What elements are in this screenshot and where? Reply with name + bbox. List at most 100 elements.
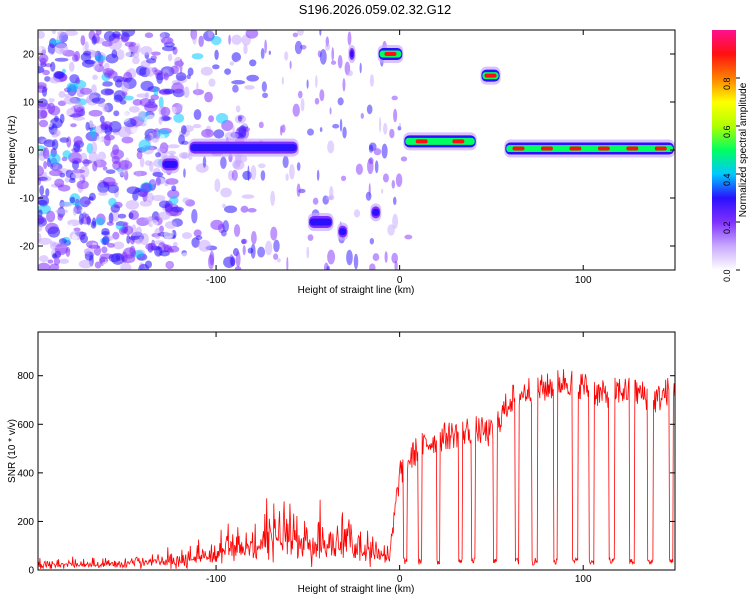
noise-blob [135,170,142,178]
noise-blob [257,246,266,258]
noise-blob [151,219,159,227]
noise-blob [97,181,110,194]
noise-blob [404,234,413,240]
noise-blob [250,243,256,259]
snr-axes: -100 0 100 0 200 400 600 800 [17,332,675,585]
noise-blob [72,206,77,216]
noise-blob [74,202,82,207]
noise-blob [129,245,136,257]
noise-blob [212,64,220,70]
noise-blob [139,157,145,168]
noise-blob [207,254,215,270]
noise-blob [54,43,69,55]
noise-blob [73,227,81,232]
noise-blob [123,48,132,58]
noise-blob [117,126,132,138]
noise-blob [158,96,164,109]
noise-blob [55,208,69,214]
y-tick-label: 20 [23,50,35,61]
noise-blob [71,233,78,244]
noise-blob [284,51,289,61]
y-tick-label: 400 [17,468,34,479]
noise-blob [39,255,49,263]
noise-blob [167,53,173,62]
noise-blob [111,252,125,265]
spectral-track [370,203,382,222]
noise-blob [88,196,94,201]
noise-blob [369,263,376,270]
y-tick-label: 600 [17,420,34,431]
noise-blob [238,125,247,138]
noise-blob [161,45,176,52]
noise-blob [173,113,185,123]
noise-blob [80,35,86,46]
noise-blob [78,213,84,225]
noise-blob [100,121,113,128]
noise-blob [117,213,127,219]
noise-blob [273,239,280,253]
noise-blob [392,213,399,229]
noise-blob [144,134,153,142]
noise-blob [85,69,98,76]
noise-blob [58,201,73,208]
noise-blob [208,78,216,87]
noise-blob [50,61,56,72]
noise-blob [224,68,232,75]
noise-blob [220,187,232,198]
noise-blob [118,160,133,170]
noise-blob [180,125,187,135]
noise-blob [233,224,241,237]
noise-blob [42,69,50,76]
noise-blob [119,99,127,105]
noise-blob [85,213,90,221]
noise-blob [38,216,47,223]
noise-blob [368,144,374,153]
noise-blob [179,60,182,67]
noise-blob [289,60,292,70]
noise-blob [38,46,43,52]
y-tick-label: -10 [20,194,35,205]
noise-blob [91,35,97,45]
noise-blob [54,243,68,256]
noise-blob [193,109,202,121]
noise-blob [84,41,89,52]
noise-blob [125,199,140,210]
noise-blob [38,177,42,186]
noise-blob [296,30,305,36]
noise-blob [38,222,43,233]
noise-blob [102,261,111,266]
spectral-track [348,45,356,63]
noise-blob [168,245,180,253]
noise-blob [70,123,77,128]
noise-blob [258,121,264,129]
noise-blob [108,197,117,207]
noise-blob [59,258,69,264]
noise-blob [315,75,318,88]
spectrogram-heatmap [38,30,675,270]
noise-blob [391,179,396,189]
noise-blob [99,115,105,124]
noise-blob [43,160,48,170]
noise-blob [39,185,45,196]
noise-blob [48,169,63,177]
noise-blob [94,54,106,62]
y-tick-label: 200 [17,517,34,528]
noise-blob [332,123,340,129]
noise-blob [108,38,123,51]
colorbar-tick-label: 0.2 [722,221,732,234]
noise-blob [261,81,267,93]
noise-blob [80,207,94,214]
noise-blob [325,43,331,51]
noise-blob [382,173,389,183]
noise-blob [235,251,241,268]
noise-blob [153,87,159,97]
noise-blob [165,178,179,185]
noise-blob [229,61,235,66]
spectral-track [307,213,334,231]
noise-blob [264,39,267,54]
noise-blob [202,156,207,168]
noise-blob [163,229,174,240]
noise-blob [70,173,82,179]
noise-blob [326,265,330,270]
noise-blob [63,96,77,105]
